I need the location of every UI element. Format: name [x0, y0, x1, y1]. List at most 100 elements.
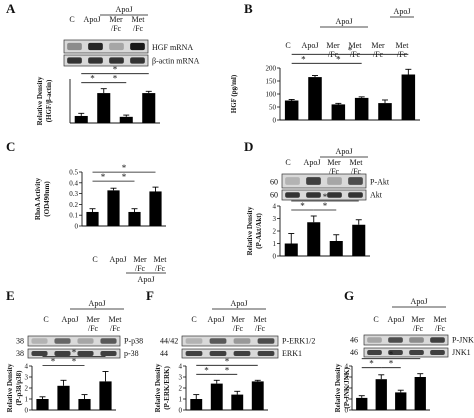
group-label: ApoJ [89, 299, 106, 308]
y-tick-label: 100 [266, 91, 277, 99]
blot-band [109, 57, 124, 64]
significance-star: * [113, 65, 118, 75]
y-axis-label: (P-p38/p38) [15, 370, 23, 406]
column-label: ApoJ [302, 41, 319, 50]
panel-letter: C [6, 139, 15, 154]
blot-strip [27, 335, 121, 347]
blot-band [130, 57, 145, 64]
panel-B: BC ApoJ Mer/FcMet/FcMer/FcMet/FcApoJApoJ05… [230, 1, 420, 125]
significance-star: * [300, 201, 305, 211]
blot-band [348, 177, 363, 185]
column-label: Mer [109, 15, 123, 24]
column-label: /Fc [233, 324, 244, 333]
size-marker: 44 [160, 349, 168, 358]
panel-C: C 0 0.1 0.2 0.3 0.4 0.5 RhoA Activity (OD490nm) *… [6, 139, 167, 284]
size-marker: 38 [16, 349, 24, 358]
blot-band [67, 42, 82, 51]
column-label: /Fc [351, 167, 362, 176]
y-tick-label: 1 [25, 396, 29, 404]
blot-band [109, 42, 124, 51]
bar [36, 399, 49, 410]
y-tick-label: 1 [345, 396, 349, 404]
size-marker: 60 [270, 191, 278, 200]
bar [86, 211, 99, 226]
size-marker: 46 [350, 348, 358, 357]
panel-G: GC ApoJ Mer/FcMet/FcApoJP-JNK46JNK14601234… [334, 288, 474, 415]
significance-star: * [204, 365, 209, 375]
significance-star: * [113, 74, 118, 84]
blot-band [409, 337, 424, 343]
bar [231, 394, 244, 410]
blot-band [285, 177, 300, 185]
bar [251, 381, 264, 410]
group-label: ApoJ [394, 7, 411, 16]
bar [190, 399, 203, 410]
significance-star: * [72, 348, 77, 358]
column-label: /Fc [413, 324, 424, 333]
bar [74, 115, 88, 123]
panel-letter: E [6, 288, 15, 303]
significance-star: * [389, 350, 394, 360]
y-axis-label: (HGF/β-actin) [45, 79, 53, 122]
column-label: /Fc [88, 324, 99, 333]
blot-label: P-Akt [370, 178, 390, 187]
y-tick-label: 0 [75, 223, 79, 231]
blot-band [209, 350, 227, 357]
blot-band [430, 349, 445, 356]
blot-band [367, 337, 382, 343]
blot-strip [63, 39, 149, 54]
size-marker: 60 [270, 178, 278, 187]
column-label: Mer [327, 158, 341, 167]
panel-letter: B [244, 1, 253, 16]
blot-band [185, 350, 203, 357]
blot-band [185, 338, 203, 344]
column-label: ApoJ [388, 315, 405, 324]
blot-band [100, 350, 117, 357]
significance-star: * [301, 54, 306, 64]
bar [284, 100, 299, 120]
significance-star: * [323, 192, 328, 202]
column-label: Met [132, 15, 146, 24]
bar [119, 116, 133, 123]
significance-star: * [72, 357, 77, 367]
blot-band [285, 192, 300, 198]
y-tick-label: 0.2 [69, 201, 78, 209]
column-label: ApoJ [208, 315, 225, 324]
blot-strip [281, 173, 367, 189]
group-label: ApoJ [116, 5, 133, 14]
blot-band [306, 192, 321, 198]
blot-band [77, 338, 94, 344]
bar [107, 190, 120, 226]
y-axis-label: Relative Density [246, 206, 254, 255]
blot-band [54, 350, 71, 357]
blot-band [257, 350, 275, 357]
blot-band [31, 350, 48, 357]
bar [210, 383, 223, 410]
blot-band [54, 338, 71, 344]
panel-D: DC ApoJ Mer/FcMet/FcApoJP-Akt60Akt6001234R… [244, 139, 390, 261]
blot-band [233, 338, 251, 344]
blot-label: β-actin mRNA [152, 56, 200, 65]
significance-star: * [225, 365, 230, 375]
bar [401, 74, 416, 120]
column-label: ApoJ [62, 315, 79, 324]
blot-strip [363, 334, 449, 346]
blot-strip [27, 348, 121, 359]
blot-label: Akt [370, 191, 383, 200]
y-axis-label: RhoA Activity [34, 177, 42, 220]
bar [57, 385, 70, 410]
blot-band [257, 338, 275, 344]
size-marker: 38 [16, 337, 24, 346]
column-label: Met [349, 41, 363, 50]
y-tick-label: 0.1 [69, 212, 78, 220]
y-tick-label: 0 [273, 253, 277, 261]
group-label: ApoJ [138, 275, 155, 284]
significance-star: * [101, 172, 106, 182]
y-tick-label: 2 [179, 385, 183, 393]
y-tick-label: 2 [273, 228, 277, 236]
significance-star: * [225, 356, 230, 366]
bar [307, 222, 321, 256]
blot-band [327, 192, 342, 198]
